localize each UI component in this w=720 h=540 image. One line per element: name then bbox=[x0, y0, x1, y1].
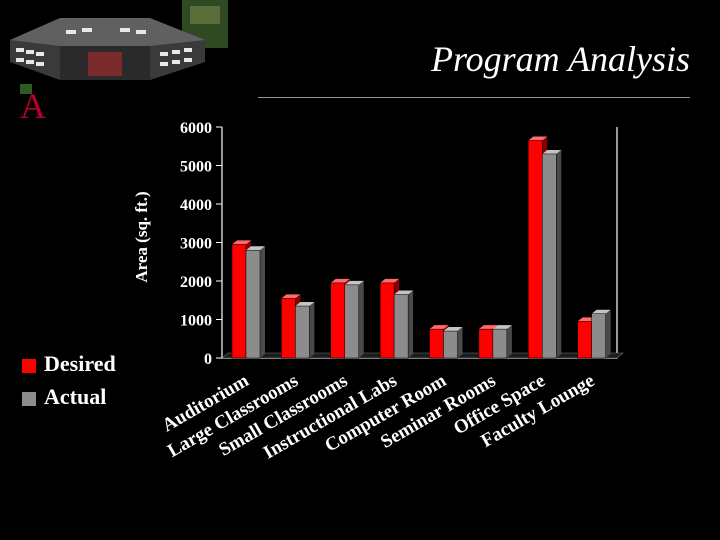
bar-top-desired bbox=[478, 325, 498, 330]
bar-actual bbox=[591, 313, 606, 359]
legend-item-actual: Actual bbox=[22, 385, 106, 409]
bar-desired bbox=[429, 328, 444, 359]
bar-actual bbox=[393, 294, 409, 359]
bar-top-actual bbox=[295, 302, 315, 307]
bar-desired bbox=[281, 298, 296, 359]
bar-side-actual bbox=[358, 280, 364, 358]
bar-actual bbox=[542, 153, 557, 359]
y-tick-label: 5000 bbox=[180, 159, 212, 176]
y-tick-label: 0 bbox=[204, 351, 212, 368]
y-axis-label: Area (sq. ft.) bbox=[132, 191, 151, 282]
building-icon bbox=[0, 0, 230, 100]
bar-side-actual bbox=[309, 302, 315, 358]
bar-side-actual bbox=[408, 290, 414, 358]
legend-label-actual: Actual bbox=[44, 384, 107, 409]
bar-desired bbox=[379, 282, 395, 359]
legend-item-desired: Desired bbox=[22, 352, 116, 376]
bar-desired bbox=[528, 140, 543, 359]
bar-desired bbox=[231, 244, 247, 359]
bar-side-actual bbox=[260, 246, 265, 358]
bar-side-actual bbox=[506, 325, 512, 358]
bar-side-actual bbox=[605, 309, 611, 358]
bar-top-actual bbox=[492, 325, 512, 330]
bar-top-desired bbox=[232, 240, 251, 245]
logo-letter: A bbox=[20, 86, 46, 126]
bar-top-actual bbox=[542, 149, 562, 154]
legend-swatch-desired bbox=[22, 358, 36, 373]
legend-swatch-actual bbox=[22, 391, 36, 406]
bar-top-actual bbox=[344, 280, 364, 285]
bar-desired bbox=[577, 321, 592, 359]
slide-title: Program Analysis bbox=[430, 39, 690, 79]
bar-top-desired bbox=[429, 325, 449, 330]
y-tick-label: 1000 bbox=[180, 313, 212, 330]
y-tick-label: 2000 bbox=[180, 274, 212, 291]
bar-actual bbox=[492, 328, 508, 359]
bar-top-desired bbox=[380, 278, 400, 283]
title-rule bbox=[258, 97, 690, 98]
bar-top-actual bbox=[394, 290, 414, 295]
bar-actual bbox=[443, 330, 458, 359]
bar-top-desired bbox=[330, 278, 350, 283]
bar-desired bbox=[330, 282, 345, 359]
bar-actual bbox=[295, 305, 310, 359]
bar-side-actual bbox=[457, 327, 463, 358]
y-tick-label: 3000 bbox=[180, 236, 212, 253]
bar-side-actual bbox=[556, 149, 562, 358]
bar-top-actual bbox=[591, 309, 611, 314]
bar-actual bbox=[245, 249, 261, 359]
bar-desired bbox=[478, 328, 494, 359]
y-tick-label: 6000 bbox=[180, 120, 212, 137]
legend-label-desired: Desired bbox=[44, 351, 116, 376]
y-tick-label: 4000 bbox=[180, 197, 212, 214]
bar-actual bbox=[344, 284, 359, 359]
bar-top-actual bbox=[246, 246, 265, 251]
bar-top-desired bbox=[528, 136, 548, 141]
bar-top-actual bbox=[443, 327, 463, 332]
bar-top-desired bbox=[281, 294, 301, 299]
